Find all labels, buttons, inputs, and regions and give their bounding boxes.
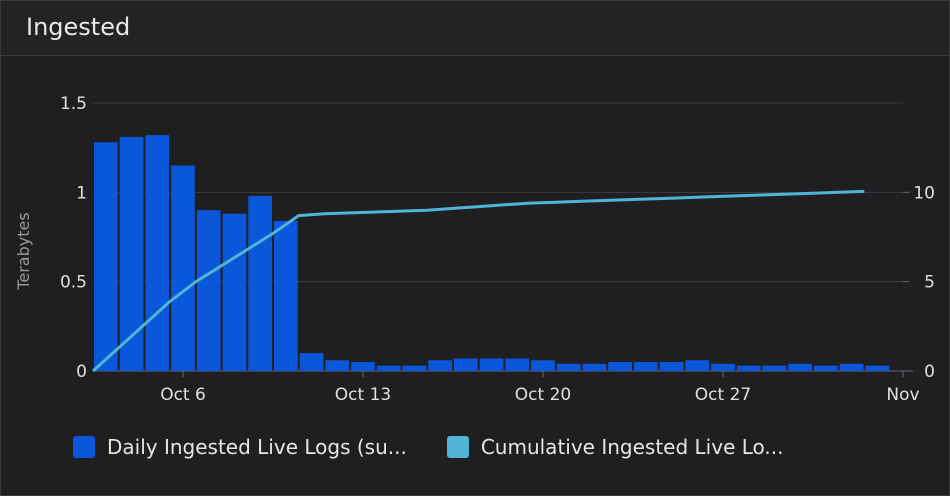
bar[interactable] [531, 360, 555, 371]
bar[interactable] [839, 363, 864, 371]
x-tick-label: Oct 20 [515, 385, 571, 405]
bar[interactable] [222, 213, 247, 371]
x-tick-label: Oct 6 [160, 385, 206, 405]
bar[interactable] [659, 362, 684, 371]
legend-swatch-cumulative [446, 436, 469, 458]
bar[interactable] [351, 362, 375, 371]
y-tick-label: 1.5 [60, 94, 87, 114]
bar[interactable] [814, 365, 838, 371]
bar[interactable] [736, 365, 761, 371]
bar[interactable] [479, 358, 504, 371]
bar[interactable] [119, 136, 144, 371]
bar[interactable] [608, 362, 632, 371]
bar[interactable] [145, 135, 170, 371]
y-axis-left: 0 0.5 1 1.5 [60, 94, 87, 382]
bar[interactable] [376, 365, 401, 371]
bar[interactable] [248, 195, 272, 371]
x-tick-label: Oct 13 [335, 385, 391, 405]
y-tick-label: 1 [76, 183, 87, 203]
bar[interactable] [196, 210, 221, 371]
daily-bars [94, 135, 890, 371]
bar[interactable] [274, 220, 298, 371]
y-tick-label: 0.5 [60, 273, 87, 293]
bar[interactable] [711, 363, 735, 371]
bar[interactable] [865, 365, 890, 371]
panel-title: Ingested [26, 13, 131, 41]
legend-label-daily: Daily Ingested Live Logs (su... [107, 435, 407, 459]
legend-label-cumulative: Cumulative Ingested Live Lo... [480, 435, 784, 459]
x-tick-label: Oct 27 [695, 385, 751, 405]
x-axis: Oct 6 Oct 13 Oct 20 Oct 27 Nov [160, 371, 920, 405]
y-axis-right: 0 5 10 [903, 183, 935, 382]
y2-tick-label: 0 [924, 362, 935, 382]
y-tick-label: 0 [76, 362, 87, 382]
bar[interactable] [634, 362, 658, 371]
y2-tick-label: 5 [924, 273, 935, 293]
y2-tick-label: 10 [913, 183, 935, 203]
bar[interactable] [454, 358, 478, 371]
legend-item-cumulative[interactable]: Cumulative Ingested Live Lo... [446, 435, 784, 459]
bar[interactable] [582, 363, 607, 371]
legend-swatch-daily [73, 436, 95, 458]
bar[interactable] [299, 353, 324, 371]
bar[interactable] [428, 360, 452, 371]
panel-header: Ingested [1, 1, 949, 56]
bar[interactable] [94, 142, 118, 371]
cumulative-line [91, 189, 865, 373]
bar[interactable] [402, 365, 427, 371]
legend-item-daily[interactable]: Daily Ingested Live Logs (su... [73, 435, 407, 459]
bar[interactable] [325, 360, 350, 371]
cumulative-series-line[interactable] [91, 189, 865, 373]
x-tick-label: Nov [886, 385, 919, 405]
bar[interactable] [171, 165, 195, 371]
bar[interactable] [788, 363, 812, 371]
ingested-chart: 0 0.5 1 1.5 0 5 10 Oct 6 Oct 13 Oct 20 Oct 27 Nov… [14, 94, 935, 405]
bar[interactable] [556, 363, 581, 371]
bar[interactable] [762, 365, 787, 371]
bar[interactable] [685, 360, 710, 371]
bar[interactable] [505, 358, 530, 371]
y-axis-label: Terabytes [14, 212, 33, 290]
chart-legend: Daily Ingested Live Logs (su... Cumulati… [73, 435, 823, 459]
